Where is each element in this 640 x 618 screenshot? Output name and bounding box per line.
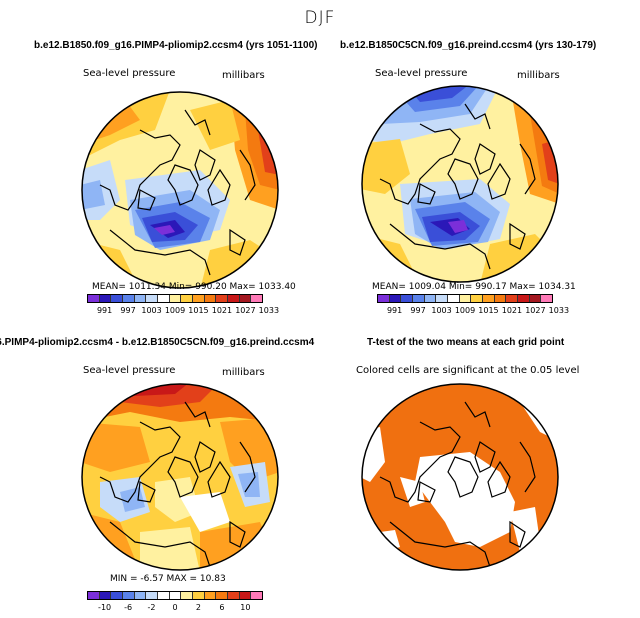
panel-4-title-wrap: T-test of the two means at each grid poi… bbox=[364, 337, 640, 348]
colorbar-tick-label: 1003 bbox=[431, 306, 452, 315]
panel-1-title: b.e12.B1850.f09_g16.PIMP4-pliomip2.ccsm4… bbox=[34, 40, 318, 51]
colorbar-tick-label: 1009 bbox=[454, 306, 476, 315]
colorbar-swatch bbox=[181, 295, 194, 302]
colorbar-swatch bbox=[389, 295, 402, 302]
panel-1-colorbar-ticks: 991 997 1003 1009 1015 1021 1027 1033 bbox=[87, 306, 279, 316]
colorbar-tick-label: 1027 bbox=[235, 306, 256, 315]
panel-3-colorbar-swatches bbox=[87, 591, 263, 600]
colorbar-swatch bbox=[204, 295, 217, 302]
colorbar-swatch bbox=[158, 592, 170, 599]
colorbar-swatch bbox=[193, 592, 205, 599]
colorbar-tick-label: 0 bbox=[172, 603, 178, 612]
colorbar-swatch bbox=[541, 295, 553, 302]
colorbar-tick-label: 1015 bbox=[188, 306, 209, 315]
panel-3-colorbar bbox=[87, 591, 263, 600]
colorbar-swatch bbox=[459, 295, 472, 302]
colorbar-swatch bbox=[123, 592, 135, 599]
panel-2-title: b.e12.B1850C5CN.f09_g16.preind.ccsm4 (yr… bbox=[340, 40, 597, 51]
panel-3-title: b.e12.B1850.f09_g16.PIMP4-pliomip2.ccsm4… bbox=[0, 337, 315, 348]
colorbar-tick-label: 1015 bbox=[478, 306, 499, 315]
colorbar-tick-label: 997 bbox=[410, 306, 426, 315]
colorbar-swatch bbox=[228, 592, 240, 599]
colorbar-swatch bbox=[134, 592, 147, 599]
colorbar-swatch bbox=[424, 295, 437, 302]
colorbar-swatch bbox=[169, 592, 182, 599]
colorbar-tick-label: 997 bbox=[120, 306, 136, 315]
colorbar-swatch bbox=[88, 592, 100, 599]
colorbar-swatch bbox=[99, 295, 112, 302]
colorbar-tick-label: 1021 bbox=[501, 306, 523, 315]
colorbar-tick-label: 10 bbox=[240, 603, 251, 612]
colorbar-tick-label: 1033 bbox=[548, 306, 570, 315]
colorbar-swatch bbox=[146, 295, 159, 302]
colorbar-tick-label: -2 bbox=[147, 603, 156, 612]
colorbar-tick-label: 1009 bbox=[164, 306, 186, 315]
colorbar-swatch bbox=[158, 295, 170, 302]
panel-4-title: T-test of the two means at each grid poi… bbox=[367, 337, 565, 348]
colorbar-swatch bbox=[181, 592, 194, 599]
panel-2-units-label: millibars bbox=[517, 70, 560, 81]
panel-1-map bbox=[81, 91, 279, 289]
colorbar-swatch bbox=[494, 295, 507, 302]
colorbar-swatch bbox=[436, 295, 449, 302]
colorbar-tick-label: 991 bbox=[96, 306, 113, 315]
colorbar-swatch bbox=[204, 592, 217, 599]
colorbar-tick-label: 991 bbox=[386, 306, 403, 315]
panel-4-map bbox=[361, 383, 559, 571]
colorbar-tick-label: -6 bbox=[124, 603, 133, 612]
colorbar-tick-label: 1033 bbox=[258, 306, 280, 315]
colorbar-swatch bbox=[146, 592, 159, 599]
colorbar-swatch bbox=[413, 295, 425, 302]
panel-1-variable-label: Sea-level pressure bbox=[83, 68, 176, 79]
panel-2-variable-label: Sea-level pressure bbox=[375, 68, 468, 79]
colorbar-swatch bbox=[401, 295, 414, 302]
colorbar-swatch bbox=[216, 295, 229, 302]
colorbar-swatch bbox=[471, 295, 484, 302]
panel-2-colorbar-swatches bbox=[377, 294, 553, 303]
colorbar-swatch bbox=[123, 295, 135, 302]
colorbar-swatch bbox=[483, 295, 495, 302]
panel-1-colorbar bbox=[87, 294, 263, 303]
colorbar-swatch bbox=[111, 295, 124, 302]
colorbar-swatch bbox=[99, 592, 112, 599]
colorbar-swatch bbox=[251, 295, 263, 302]
colorbar-tick-label: 6 bbox=[219, 603, 225, 612]
colorbar-swatch bbox=[251, 592, 263, 599]
colorbar-swatch bbox=[111, 592, 124, 599]
colorbar-tick-label: -10 bbox=[98, 603, 112, 612]
colorbar-swatch bbox=[506, 295, 519, 302]
panel-2-stats: MEAN= 1009.04 Min= 990.17 Max= 1034.31 bbox=[372, 282, 576, 292]
colorbar-swatch bbox=[134, 295, 147, 302]
panel-2-colorbar-ticks: 991 997 1003 1009 1015 1021 1027 1033 bbox=[377, 306, 569, 316]
colorbar-tick-label: 1003 bbox=[141, 306, 162, 315]
colorbar-swatch bbox=[216, 592, 229, 599]
colorbar-swatch bbox=[378, 295, 390, 302]
panel-1-units-label: millibars bbox=[222, 70, 265, 81]
panel-3-units-label: millibars bbox=[222, 367, 265, 378]
colorbar-tick-label: 2 bbox=[195, 603, 201, 612]
colorbar-swatch bbox=[228, 295, 240, 302]
colorbar-tick-label: 1027 bbox=[525, 306, 546, 315]
panel-3-map bbox=[81, 383, 279, 571]
panel-3-stats: MIN = -6.57 MAX = 10.83 bbox=[110, 574, 226, 584]
colorbar-swatch bbox=[239, 592, 252, 599]
panel-2-colorbar bbox=[377, 294, 553, 303]
colorbar-swatch bbox=[169, 295, 182, 302]
panel-1-stats: MEAN= 1011.34 Min= 990.20 Max= 1033.40 bbox=[92, 282, 296, 292]
colorbar-swatch bbox=[518, 295, 530, 302]
colorbar-swatch bbox=[88, 295, 100, 302]
panel-4-significance-note: Colored cells are significant at the 0.0… bbox=[356, 365, 580, 376]
colorbar-swatch bbox=[448, 295, 460, 302]
panel-3-variable-label: Sea-level pressure bbox=[83, 365, 176, 376]
panel-3-title-wrap: b.e12.B1850.f09_g16.PIMP4-pliomip2.ccsm4… bbox=[0, 337, 360, 348]
colorbar-swatch bbox=[529, 295, 542, 302]
panel-3-colorbar-ticks: -10 -6 -2 0 2 6 10 bbox=[87, 603, 263, 613]
season-title: DJF bbox=[304, 8, 336, 28]
colorbar-swatch bbox=[239, 295, 252, 302]
panel-1-colorbar-swatches bbox=[87, 294, 263, 303]
panel-2-map bbox=[361, 85, 559, 283]
colorbar-tick-label: 1021 bbox=[211, 306, 233, 315]
colorbar-swatch bbox=[193, 295, 205, 302]
